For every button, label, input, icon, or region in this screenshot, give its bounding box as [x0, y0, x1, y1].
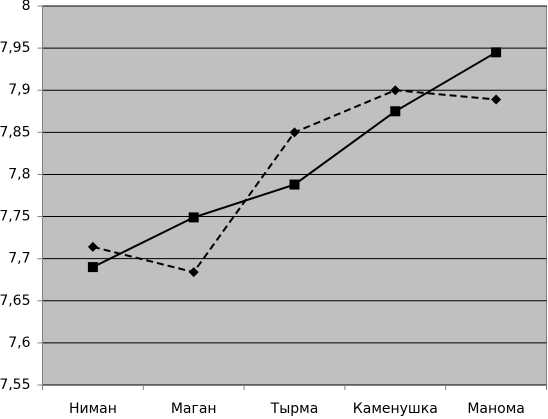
marker	[188, 267, 199, 278]
y-tick-label: 7,75	[0, 209, 31, 225]
marker	[87, 241, 98, 252]
y-tick-label: 7,8	[8, 166, 30, 182]
marker	[289, 127, 300, 138]
marker	[390, 85, 401, 96]
x-tick-label: Тырма	[270, 401, 319, 417]
x-tick-label: Маган	[171, 401, 217, 417]
marker	[390, 106, 401, 117]
marker	[491, 47, 502, 58]
marker	[289, 179, 300, 190]
marker	[188, 212, 199, 223]
y-tick-label: 7,95	[0, 40, 31, 56]
y-tick-label: 7,9	[8, 82, 30, 98]
marker	[491, 94, 502, 105]
x-tick-label: Манома	[467, 401, 525, 417]
plot-area	[42, 5, 547, 386]
y-tick-label: 7,55	[0, 377, 31, 393]
y-tick-label: 7,7	[8, 251, 30, 267]
y-tick-label: 7,6	[8, 335, 30, 351]
y-tick-label: 8	[22, 0, 31, 14]
x-tick-label: Каменушка	[353, 401, 438, 417]
x-tick-label: Ниман	[69, 401, 117, 417]
marker	[87, 262, 98, 273]
y-tick-label: 7,65	[0, 293, 31, 309]
y-tick-label: 7,85	[0, 124, 31, 140]
